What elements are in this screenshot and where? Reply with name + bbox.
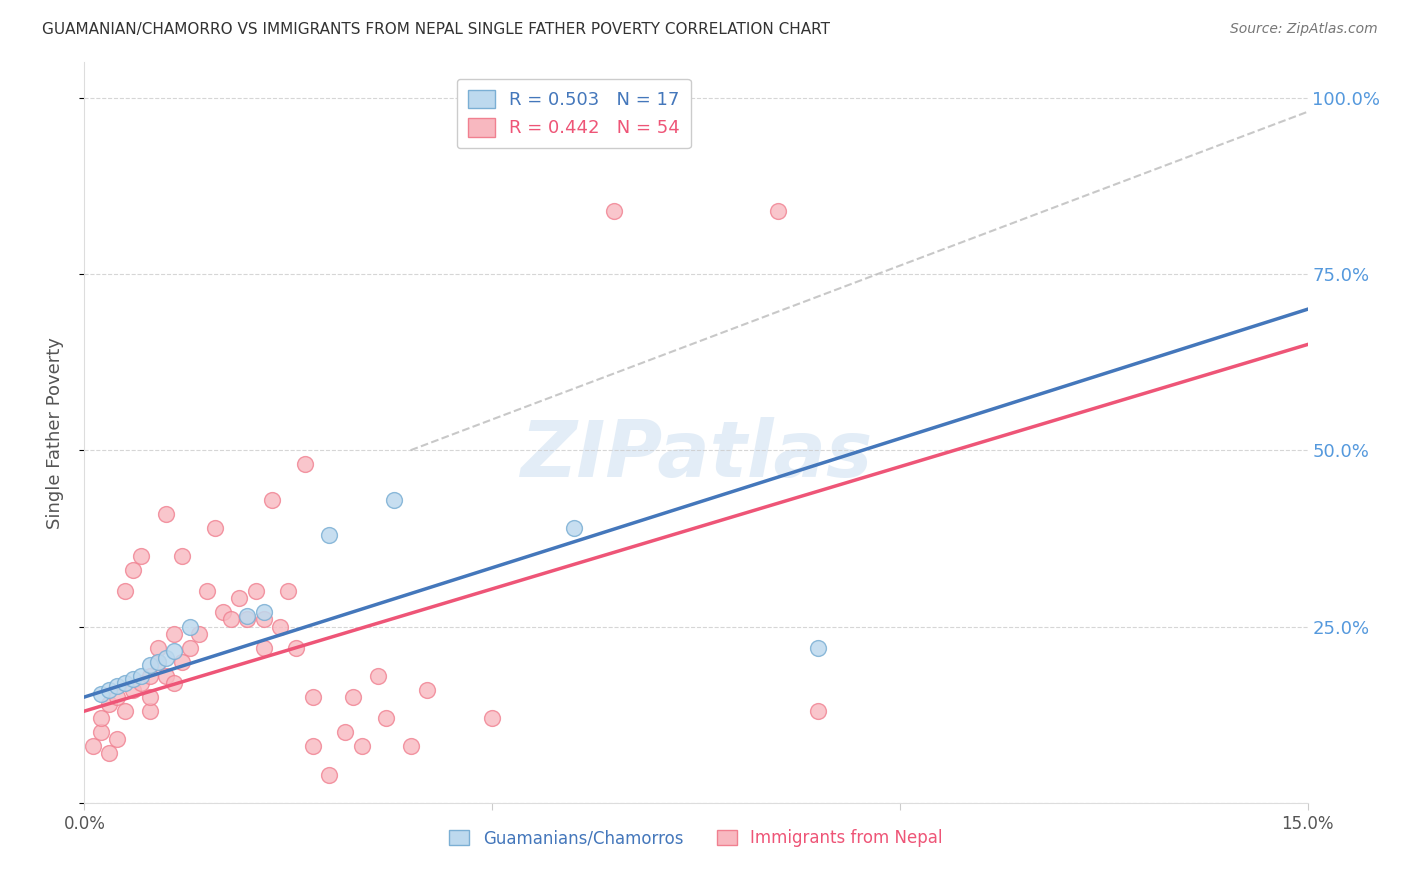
- Text: ZIPatlas: ZIPatlas: [520, 417, 872, 493]
- Point: [97, 683, 120, 698]
- Point: [416, 683, 439, 698]
- Point: [97, 697, 120, 711]
- Point: [122, 673, 145, 687]
- Point: [90, 711, 112, 725]
- Point: [375, 711, 398, 725]
- Point: [204, 521, 226, 535]
- Point: [90, 686, 112, 700]
- Point: [146, 640, 169, 655]
- Point: [131, 669, 153, 683]
- Point: [245, 584, 267, 599]
- Text: GUAMANIAN/CHAMORRO VS IMMIGRANTS FROM NEPAL SINGLE FATHER POVERTY CORRELATION CH: GUAMANIAN/CHAMORRO VS IMMIGRANTS FROM NE…: [42, 22, 830, 37]
- Point: [294, 458, 316, 472]
- Point: [172, 549, 194, 563]
- Point: [807, 640, 830, 655]
- Point: [603, 203, 626, 218]
- Point: [481, 711, 503, 725]
- Point: [301, 690, 323, 704]
- Point: [342, 690, 364, 704]
- Point: [212, 606, 235, 620]
- Point: [138, 669, 160, 683]
- Point: [562, 521, 585, 535]
- Point: [155, 669, 177, 683]
- Point: [114, 676, 136, 690]
- Point: [105, 690, 128, 704]
- Point: [114, 584, 136, 599]
- Point: [253, 612, 276, 626]
- Point: [318, 767, 340, 781]
- Point: [131, 549, 153, 563]
- Point: [138, 658, 160, 673]
- Point: [236, 612, 259, 626]
- Y-axis label: Single Father Poverty: Single Father Poverty: [45, 336, 63, 529]
- Point: [269, 619, 291, 633]
- Point: [105, 732, 128, 747]
- Point: [172, 655, 194, 669]
- Legend: Guamanians/Chamorros, Immigrants from Nepal: Guamanians/Chamorros, Immigrants from Ne…: [443, 822, 949, 854]
- Point: [187, 626, 209, 640]
- Point: [277, 584, 299, 599]
- Point: [90, 725, 112, 739]
- Point: [399, 739, 422, 754]
- Point: [138, 690, 160, 704]
- Point: [195, 584, 218, 599]
- Point: [163, 626, 186, 640]
- Point: [179, 619, 201, 633]
- Point: [155, 507, 177, 521]
- Point: [318, 528, 340, 542]
- Point: [260, 492, 283, 507]
- Point: [105, 680, 128, 694]
- Point: [163, 644, 186, 658]
- Text: Source: ZipAtlas.com: Source: ZipAtlas.com: [1230, 22, 1378, 37]
- Point: [367, 669, 389, 683]
- Point: [228, 591, 250, 606]
- Point: [179, 640, 201, 655]
- Point: [335, 725, 357, 739]
- Point: [766, 203, 789, 218]
- Point: [138, 704, 160, 718]
- Point: [155, 651, 177, 665]
- Point: [236, 609, 259, 624]
- Point: [253, 606, 276, 620]
- Point: [122, 563, 145, 577]
- Point: [146, 655, 169, 669]
- Point: [807, 704, 830, 718]
- Point: [219, 612, 242, 626]
- Point: [382, 492, 405, 507]
- Point: [350, 739, 373, 754]
- Point: [122, 683, 145, 698]
- Point: [131, 676, 153, 690]
- Point: [146, 655, 169, 669]
- Point: [114, 704, 136, 718]
- Point: [253, 640, 276, 655]
- Point: [163, 676, 186, 690]
- Point: [285, 640, 308, 655]
- Point: [301, 739, 323, 754]
- Point: [82, 739, 104, 754]
- Point: [97, 747, 120, 761]
